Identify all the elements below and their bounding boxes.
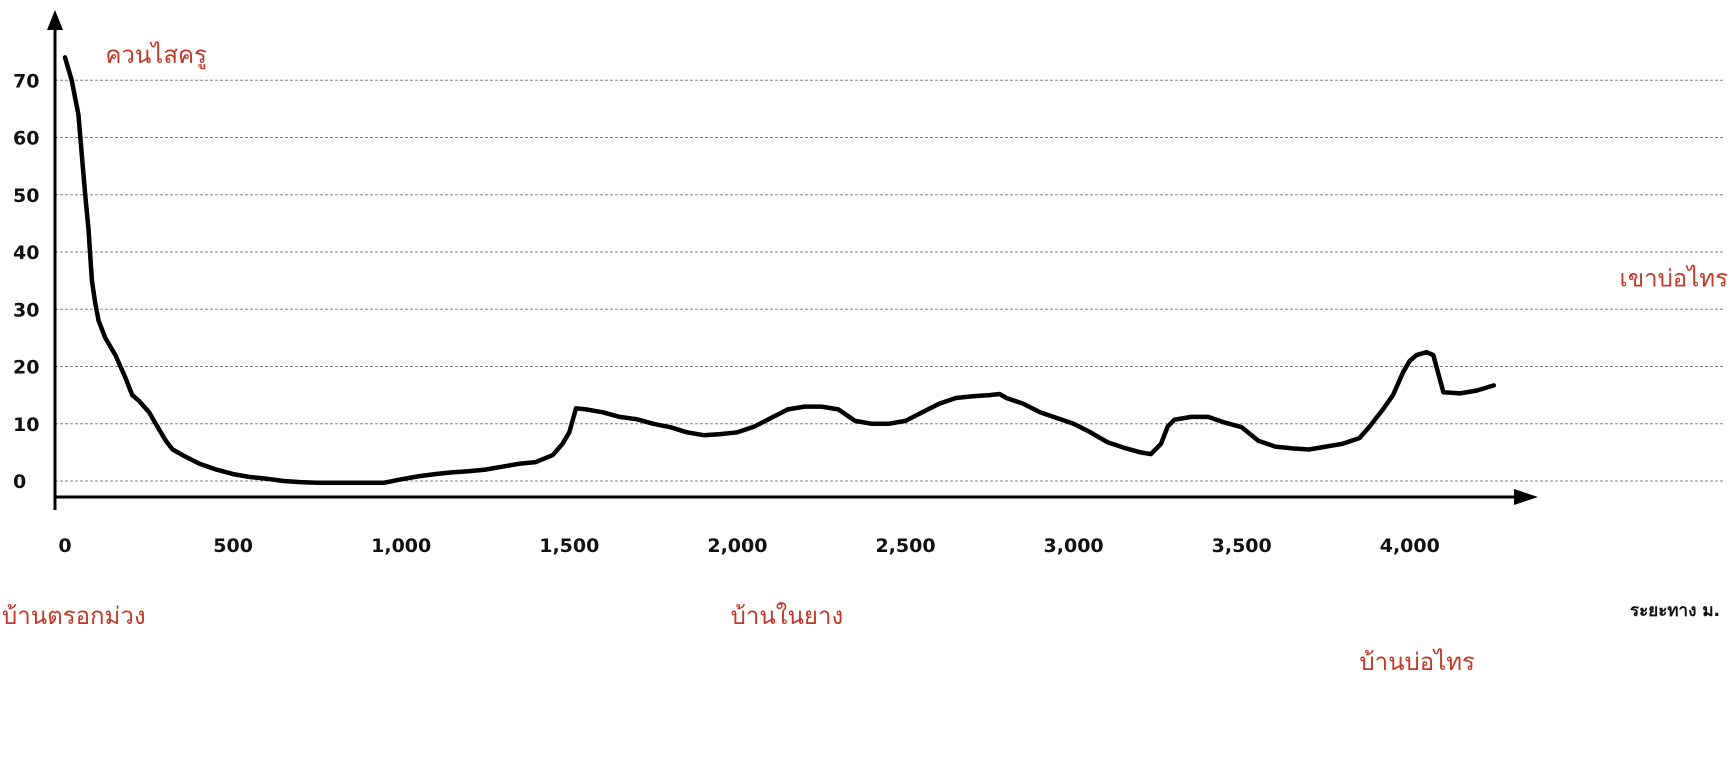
x-axis-arrow <box>1514 489 1538 505</box>
x-tick-label-1000: 1,000 <box>371 535 431 557</box>
gridlines <box>55 79 1725 482</box>
y-tick-labels: 0 10 20 30 40 50 60 70 <box>13 70 39 493</box>
annotation-khuan-sai-khru: ควนไสครู <box>105 41 207 70</box>
annotation-ban-trok-muang: บ้านตรอกม่วง <box>2 602 146 630</box>
x-axis-title: ระยะทาง ม. <box>1630 601 1720 621</box>
axes <box>47 10 1538 510</box>
y-tick-label-60: 60 <box>13 128 39 150</box>
x-tick-label-1500: 1,500 <box>539 535 599 557</box>
annotation-ban-nai-yang: บ้านในยาง <box>731 602 844 630</box>
annotation-khao-bo-sai: เขาบ่อไทร <box>1619 264 1728 292</box>
y-tick-label-40: 40 <box>13 242 39 264</box>
y-tick-label-10: 10 <box>13 414 39 436</box>
x-tick-labels: 0 500 1,000 1,500 2,000 2,500 3,000 3,500 4,000 <box>58 535 1439 557</box>
y-tick-label-50: 50 <box>13 185 39 207</box>
y-tick-label-0: 0 <box>13 471 26 493</box>
x-tick-label-500: 500 <box>213 535 253 557</box>
x-tick-label-2500: 2,500 <box>875 535 935 557</box>
y-tick-label-20: 20 <box>13 357 39 379</box>
x-tick-label-0: 0 <box>58 535 71 557</box>
annotation-ban-bo-sai: บ้านบ่อไทร <box>1359 648 1475 676</box>
x-tick-label-4000: 4,000 <box>1380 535 1440 557</box>
elevation-profile-line <box>62 55 1497 485</box>
y-axis-arrow <box>47 10 63 30</box>
y-tick-label-70: 70 <box>13 70 39 92</box>
x-tick-label-2000: 2,000 <box>707 535 767 557</box>
x-tick-label-3500: 3,500 <box>1212 535 1272 557</box>
y-tick-label-30: 30 <box>13 299 39 321</box>
x-tick-label-3000: 3,000 <box>1044 535 1104 557</box>
